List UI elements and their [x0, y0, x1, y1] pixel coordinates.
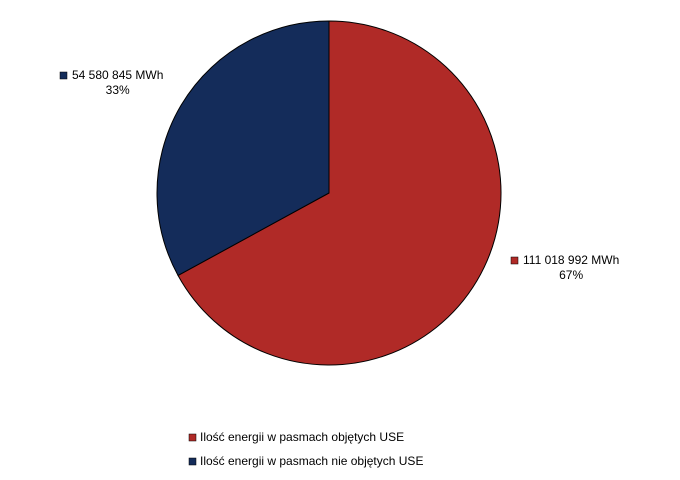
legend-marker — [188, 457, 197, 466]
value-label: 111 018 992 MWh — [523, 253, 619, 267]
label-marker — [59, 71, 68, 80]
pie-slice — [156, 20, 330, 277]
legend-label: Ilość energii w pasmach objętych USE — [200, 430, 404, 444]
percent-label: 67% — [559, 268, 583, 282]
legend-marker — [188, 433, 197, 442]
percent-label: 33% — [106, 83, 130, 97]
value-label: 54 580 845 MWh — [72, 68, 163, 82]
pie-slice — [177, 20, 502, 366]
legend-label: Ilość energii w pasmach nie objętych USE — [200, 454, 423, 468]
label-marker — [510, 256, 519, 265]
